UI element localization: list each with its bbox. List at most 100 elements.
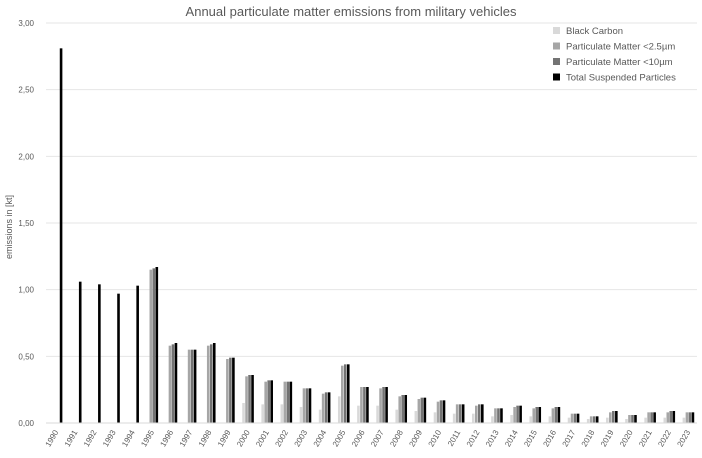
bar-total-suspended-particles-2013 xyxy=(500,408,503,423)
legend-swatch xyxy=(553,27,560,34)
bar-particulate-matter-2-5-m-2017 xyxy=(570,413,574,423)
bar-black-carbon-2008 xyxy=(395,409,399,423)
bar-particulate-matter-10-m-1998 xyxy=(209,344,213,423)
x-tick-label: 2019 xyxy=(599,428,616,448)
bar-particulate-matter-10-m-2009 xyxy=(420,397,424,423)
bar-black-carbon-2011 xyxy=(452,413,456,423)
bar-black-carbon-2002 xyxy=(280,404,284,423)
bar-total-suspended-particles-1994 xyxy=(136,285,139,423)
y-tick-label: 3,00 xyxy=(18,19,34,28)
x-tick-label: 1995 xyxy=(139,428,156,448)
legend-swatch xyxy=(553,73,560,81)
bar-total-suspended-particles-1993 xyxy=(117,293,120,423)
bar-particulate-matter-2-5-m-2011 xyxy=(455,404,459,423)
bar-particulate-matter-10-m-2006 xyxy=(363,387,366,423)
bar-particulate-matter-10-m-2015 xyxy=(535,407,539,423)
bar-particulate-matter-2-5-m-2001 xyxy=(264,381,267,423)
bar-particulate-matter-10-m-2001 xyxy=(267,380,270,423)
x-tick-label: 2009 xyxy=(407,428,424,448)
x-tick-label: 2015 xyxy=(522,428,539,448)
bar-particulate-matter-10-m-2014 xyxy=(516,405,519,423)
bar-particulate-matter-2-5-m-1996 xyxy=(168,345,172,423)
bar-black-carbon-2005 xyxy=(337,396,341,423)
bar-black-carbon-2019 xyxy=(606,417,609,423)
bar-total-suspended-particles-2019 xyxy=(615,411,618,423)
bar-particulate-matter-10-m-1997 xyxy=(190,349,194,423)
bar-particulate-matter-2-5-m-2023 xyxy=(685,412,689,423)
x-tick-label: 2007 xyxy=(369,428,386,448)
x-tick-label: 2016 xyxy=(541,428,558,448)
bar-black-carbon-2009 xyxy=(414,411,418,423)
bar-particulate-matter-2-5-m-1997 xyxy=(187,349,191,423)
bar-total-suspended-particles-2004 xyxy=(327,392,331,423)
x-tick-label: 2003 xyxy=(293,428,310,448)
bar-black-carbon-2013 xyxy=(491,416,494,423)
bar-black-carbon-2000 xyxy=(242,403,245,423)
bar-particulate-matter-10-m-2021 xyxy=(650,412,653,423)
legend-label: Particulate Matter <2.5µm xyxy=(566,42,675,53)
bar-particulate-matter-2-5-m-2020 xyxy=(628,415,631,423)
bar-particulate-matter-10-m-2002 xyxy=(286,381,290,423)
x-tick-label: 2004 xyxy=(312,428,329,448)
bar-particulate-matter-10-m-1999 xyxy=(229,357,232,423)
legend-label: Black Carbon xyxy=(566,26,623,37)
bar-black-carbon-2010 xyxy=(433,412,437,423)
chart-title: Annual particulate matter emissions from… xyxy=(186,4,517,19)
x-tick-label: 2008 xyxy=(388,428,405,448)
x-tick-label: 2023 xyxy=(675,428,692,448)
bar-total-suspended-particles-2022 xyxy=(672,411,676,423)
x-tick-label: 1998 xyxy=(197,428,214,448)
bar-particulate-matter-2-5-m-2018 xyxy=(589,416,593,423)
y-tick-label: 0,00 xyxy=(18,419,34,428)
bar-particulate-matter-2-5-m-2021 xyxy=(647,412,650,423)
bar-particulate-matter-2-5-m-2014 xyxy=(513,407,516,423)
bar-particulate-matter-2-5-m-2016 xyxy=(551,408,555,423)
bar-black-carbon-2022 xyxy=(663,417,667,423)
x-tick-label: 2000 xyxy=(235,428,252,448)
bar-particulate-matter-10-m-2011 xyxy=(458,404,462,423)
x-tick-label: 2021 xyxy=(637,428,654,448)
bar-particulate-matter-10-m-2000 xyxy=(248,375,251,423)
bar-particulate-matter-10-m-1996 xyxy=(171,344,175,423)
bar-black-carbon-2001 xyxy=(261,404,264,423)
bar-black-carbon-2014 xyxy=(510,415,513,423)
bar-total-suspended-particles-1998 xyxy=(212,343,216,423)
bar-black-carbon-2007 xyxy=(376,405,379,423)
bar-particulate-matter-10-m-2012 xyxy=(478,404,481,423)
bar-particulate-matter-10-m-2023 xyxy=(688,412,692,423)
x-tick-label: 2012 xyxy=(465,428,482,448)
bar-total-suspended-particles-1991 xyxy=(78,281,82,423)
bar-total-suspended-particles-2014 xyxy=(519,405,522,423)
legend-swatch xyxy=(553,42,560,50)
bar-total-suspended-particles-1997 xyxy=(193,349,197,423)
bar-particulate-matter-2-5-m-2007 xyxy=(379,388,382,423)
bar-black-carbon-2006 xyxy=(357,405,360,423)
x-tick-label: 1990 xyxy=(44,428,61,448)
bar-particulate-matter-10-m-2003 xyxy=(305,388,309,423)
bar-particulate-matter-10-m-2007 xyxy=(382,387,385,423)
bar-black-carbon-2021 xyxy=(644,417,647,423)
bar-total-suspended-particles-2021 xyxy=(653,412,656,423)
bar-black-carbon-2023 xyxy=(682,417,686,423)
y-tick-label: 1,50 xyxy=(18,219,34,228)
bar-particulate-matter-2-5-m-2000 xyxy=(245,376,248,423)
bar-black-carbon-2012 xyxy=(472,413,475,423)
bar-black-carbon-2016 xyxy=(548,416,552,423)
x-tick-label: 2006 xyxy=(350,428,367,448)
y-tick-label: 0,50 xyxy=(18,352,34,361)
bar-total-suspended-particles-2008 xyxy=(404,395,408,423)
x-tick-label: 2018 xyxy=(580,428,597,448)
bar-total-suspended-particles-1992 xyxy=(98,284,101,423)
y-tick-label: 2,50 xyxy=(18,86,34,95)
bar-particulate-matter-10-m-2019 xyxy=(612,411,615,423)
bar-particulate-matter-10-m-2020 xyxy=(631,415,634,423)
x-tick-label: 1999 xyxy=(216,428,233,448)
bar-particulate-matter-10-m-2013 xyxy=(497,408,500,423)
bar-total-suspended-particles-2006 xyxy=(366,387,369,423)
bar-particulate-matter-2-5-m-2002 xyxy=(283,381,287,423)
x-tick-label: 1992 xyxy=(82,428,99,448)
bar-particulate-matter-2-5-m-1998 xyxy=(206,345,210,423)
legend: Black Carbon Particulate Matter <2.5µm Par… xyxy=(553,26,676,84)
